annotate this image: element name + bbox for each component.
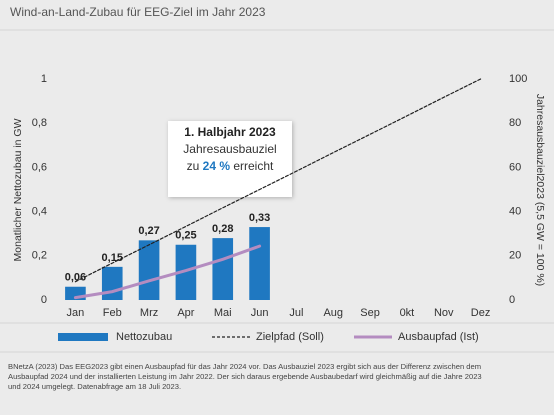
- annotation-heading: 1. Halbjahr 2023: [184, 125, 276, 139]
- annotation-box: [168, 121, 292, 197]
- y2-tick-label: 20: [509, 250, 521, 262]
- x-tick-label: Dez: [471, 307, 491, 319]
- y-tick-label: 0,8: [32, 117, 47, 129]
- data-label: 0,15: [102, 252, 123, 264]
- x-tick-label: Jan: [67, 307, 85, 319]
- annotation-text: zu 24 % erreicht: [187, 159, 274, 173]
- y-tick-label: 0,2: [32, 250, 47, 262]
- x-tick-label: Aug: [323, 307, 343, 319]
- bar: [249, 227, 270, 300]
- annotation-text: zu: [187, 159, 203, 173]
- x-tick-label: Nov: [434, 307, 454, 319]
- y-tick-label: 0,4: [32, 206, 47, 218]
- y2-tick-label: 100: [509, 73, 527, 85]
- data-label: 0,33: [249, 212, 270, 224]
- annotation-text: erreicht: [230, 159, 274, 173]
- x-tick-label: Jun: [251, 307, 269, 319]
- annotation-highlight: 24 %: [203, 159, 231, 173]
- line: [74, 78, 482, 283]
- legend-swatch: [58, 333, 108, 341]
- legend-label: Ausbaupfad (Ist): [398, 331, 479, 343]
- x-tick-label: Mai: [214, 307, 232, 319]
- y-tick-label: 1: [41, 73, 47, 85]
- x-tick-label: 0kt: [400, 307, 415, 319]
- y2-tick-label: 60: [509, 161, 521, 173]
- y-axis-label: Monatlicher Nettozubau in GW: [12, 118, 24, 261]
- y2-tick-label: 40: [509, 206, 521, 218]
- bar: [175, 244, 197, 300]
- source-note: Ausbaupfad 2024 und der installierten Le…: [8, 372, 482, 381]
- data-label: 0,27: [138, 225, 159, 237]
- data-label: 0,06: [65, 272, 86, 284]
- x-tick-label: Apr: [177, 307, 194, 319]
- x-tick-label: Jul: [289, 307, 303, 319]
- annotation-text: Jahresausbauziel: [183, 142, 276, 156]
- line: [73, 244, 262, 300]
- x-tick-label: Mrz: [140, 307, 158, 319]
- y2-tick-label: 80: [509, 117, 521, 129]
- source-note: BNetzA (2023) Das EEG2023 gibt einen Aus…: [8, 362, 481, 371]
- chart-title: Wind-an-Land-Zubau für EEG-Ziel im Jahr …: [10, 5, 266, 19]
- legend-label: Nettozubau: [116, 331, 172, 343]
- legend-label: Zielpfad (Soll): [256, 331, 324, 343]
- x-tick-label: Feb: [103, 307, 122, 319]
- y2-tick-label: 0: [509, 294, 515, 306]
- bar: [212, 238, 234, 300]
- x-tick-label: Sep: [360, 307, 380, 319]
- bar: [101, 266, 123, 300]
- bar: [138, 240, 160, 300]
- data-label: 0,25: [175, 230, 196, 242]
- y-tick-label: 0,6: [32, 161, 47, 173]
- data-label: 0,28: [212, 223, 233, 235]
- y2-axis-label: Jahresausbauziel2023 (5,5 GW = 100 %): [534, 94, 546, 286]
- y-tick-label: 0: [41, 294, 47, 306]
- source-note: und 2024 umgelegt. Datenabfrage am 18 Ju…: [8, 382, 181, 391]
